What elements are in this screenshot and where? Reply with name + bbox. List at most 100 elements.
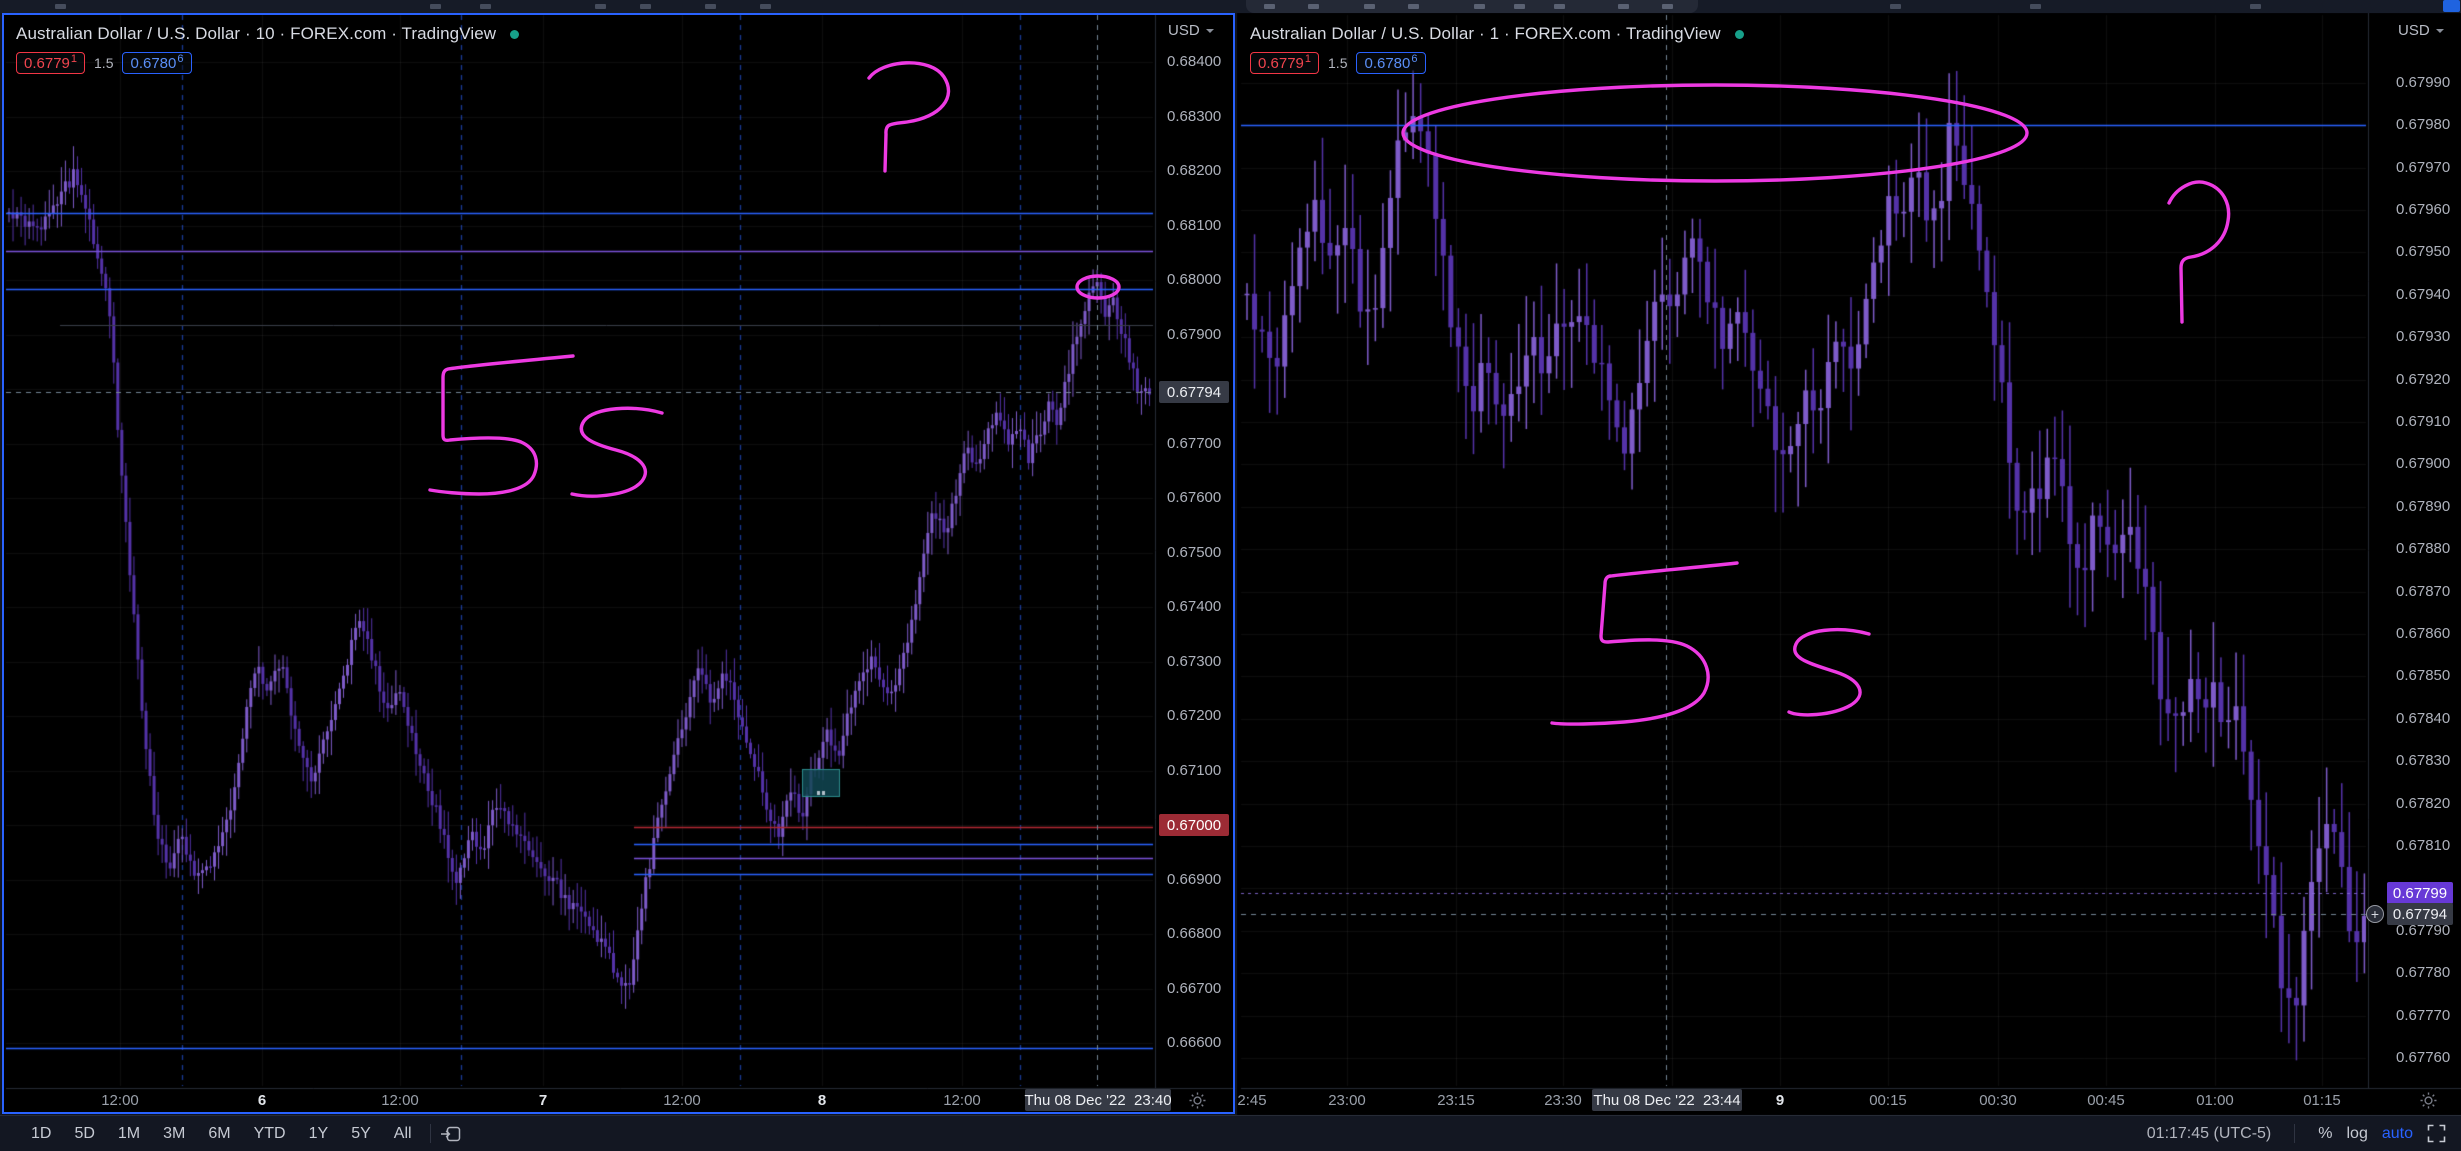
range-button-1m[interactable]: 1M bbox=[117, 1124, 141, 1142]
range-button-1d[interactable]: 1D bbox=[31, 1124, 52, 1142]
time-tick-label: 6 bbox=[257, 1092, 267, 1109]
clipped-drawing-toolbar bbox=[1246, 0, 1698, 13]
add-alert-plus-icon[interactable]: + bbox=[2366, 905, 2384, 923]
bid-price: 0.6779 bbox=[1258, 54, 1304, 72]
time-tick-label: 23:15 bbox=[1437, 1092, 1475, 1109]
clipped-toolbar-icon bbox=[2250, 4, 2261, 9]
spread-value: 1.5 bbox=[1328, 55, 1348, 71]
crosshair-time-badge: Thu 08 Dec '22 23:40 bbox=[1024, 1089, 1172, 1111]
time-tick-label: 12:00 bbox=[663, 1092, 701, 1109]
range-button-1y[interactable]: 1Y bbox=[308, 1124, 329, 1142]
toolbar-divider bbox=[2294, 1124, 2296, 1143]
toolbar-divider bbox=[429, 1124, 431, 1143]
price-tick-label: 0.68400 bbox=[1167, 53, 1222, 70]
price-tick-label: 0.67100 bbox=[1167, 761, 1222, 779]
time-tick-label: 12:00 bbox=[101, 1092, 139, 1109]
clipped-tool-icon bbox=[1364, 4, 1375, 9]
left-chart-header: Australian Dollar / U.S. Dollar · 10 · F… bbox=[16, 24, 520, 74]
price-tick-label: 0.66600 bbox=[1167, 1034, 1222, 1051]
price-tick-label: 0.66900 bbox=[1167, 870, 1222, 888]
price-tick-label: 0.68300 bbox=[1167, 107, 1222, 125]
range-button-all[interactable]: All bbox=[393, 1124, 412, 1142]
last-price-badge: 0.67799 bbox=[2387, 882, 2453, 904]
price-tick-label: 0.67300 bbox=[1167, 652, 1222, 670]
price-tick-label: 0.68100 bbox=[1167, 216, 1222, 234]
range-button-6m[interactable]: 6M bbox=[208, 1124, 231, 1142]
clipped-toolbar-icon bbox=[2030, 4, 2041, 9]
range-button-3m[interactable]: 3M bbox=[163, 1124, 186, 1142]
price-tick-label: 0.67900 bbox=[1167, 325, 1222, 343]
price-tick-label: 0.67970 bbox=[2396, 158, 2451, 176]
range-button-5y[interactable]: 5Y bbox=[351, 1124, 371, 1142]
clipped-tool-icon bbox=[1408, 4, 1419, 9]
ask-price: 0.6780 bbox=[130, 54, 177, 72]
auto-scale-button[interactable]: auto bbox=[2381, 1124, 2413, 1142]
time-tick-label: 12:00 bbox=[381, 1092, 419, 1109]
range-button-5d[interactable]: 5D bbox=[74, 1124, 95, 1142]
range-button-ytd[interactable]: YTD bbox=[253, 1124, 286, 1142]
price-tick-label: 0.68000 bbox=[1167, 271, 1222, 288]
price-tick-label: 0.66800 bbox=[1167, 925, 1222, 942]
clipped-toolbar-icon bbox=[430, 4, 441, 9]
time-tick-label: 01:00 bbox=[2196, 1092, 2234, 1109]
price-tick-label: 0.67830 bbox=[2396, 752, 2451, 770]
currency-menu-left[interactable]: USD bbox=[1168, 22, 1214, 39]
price-tick-label: 0.67940 bbox=[2396, 285, 2451, 303]
price-tick-label: 0.67880 bbox=[2396, 540, 2451, 558]
spread-value: 1.5 bbox=[94, 55, 114, 71]
price-tick-label: 0.67760 bbox=[2396, 1049, 2451, 1066]
price-tick-label: 0.67990 bbox=[2396, 73, 2451, 91]
chevron-down-icon bbox=[1205, 28, 1214, 33]
price-tick-label: 0.67500 bbox=[1167, 543, 1222, 561]
clipped-toolbar-icon bbox=[55, 4, 66, 9]
bid-price-badge[interactable]: 0.6779 1 bbox=[16, 52, 86, 74]
clipped-tool-icon bbox=[1554, 4, 1565, 9]
clipped-button[interactable] bbox=[2443, 0, 2460, 12]
clipped-tool-icon bbox=[1474, 4, 1485, 9]
time-tick-label: 00:30 bbox=[1979, 1092, 2017, 1109]
time-axis-settings-sun-icon[interactable] bbox=[1188, 1091, 1207, 1115]
clock-display[interactable]: 01:17:45 (UTC-5) bbox=[2146, 1124, 2272, 1142]
log-scale-button[interactable]: log bbox=[2346, 1124, 2368, 1142]
ask-price: 0.6780 bbox=[1364, 54, 1411, 72]
chevron-down-icon bbox=[2435, 28, 2444, 33]
crosshair-time-badge: Thu 08 Dec '22 23:44 bbox=[1592, 1089, 1742, 1111]
time-tick-label: 12:00 bbox=[943, 1092, 981, 1109]
price-tick-label: 0.67200 bbox=[1167, 707, 1222, 724]
price-tick-label: 0.67930 bbox=[2396, 328, 2451, 346]
price-line-badge: 0.67000 bbox=[1159, 814, 1229, 836]
price-tick-label: 0.67910 bbox=[2396, 413, 2451, 430]
price-tick-label: 0.67770 bbox=[2396, 1006, 2451, 1024]
bid-price-badge[interactable]: 0.6779 1 bbox=[1250, 52, 1320, 74]
chart-title[interactable]: Australian Dollar / U.S. Dollar · 1 · FO… bbox=[1250, 24, 1721, 43]
ask-price-badge[interactable]: 0.6780 6 bbox=[122, 52, 192, 74]
price-tick-label: 0.66700 bbox=[1167, 979, 1222, 997]
price-tick-label: 0.67820 bbox=[2396, 794, 2451, 812]
time-tick-label: 7 bbox=[538, 1092, 548, 1109]
market-open-dot bbox=[1734, 29, 1744, 39]
time-axis-settings-sun-icon[interactable] bbox=[2419, 1091, 2438, 1115]
go-to-date-button[interactable] bbox=[440, 1125, 462, 1143]
price-tick-label: 0.67900 bbox=[2396, 455, 2451, 473]
ask-price-sup: 6 bbox=[177, 53, 184, 65]
clipped-tool-icon bbox=[1662, 4, 1673, 9]
time-tick-label: 9 bbox=[1775, 1092, 1785, 1109]
bottom-toolbar-right: 01:17:45 (UTC-5) % log auto bbox=[2147, 1124, 2446, 1143]
percent-scale-button[interactable]: % bbox=[2318, 1124, 2333, 1142]
clipped-toolbar-icon bbox=[760, 4, 771, 9]
price-tick-label: 0.67850 bbox=[2396, 667, 2451, 685]
price-tick-label: 0.67700 bbox=[1167, 434, 1222, 452]
ask-price-badge[interactable]: 0.6780 6 bbox=[1356, 52, 1426, 74]
fullscreen-icon[interactable] bbox=[2427, 1124, 2446, 1143]
clipped-tool-icon bbox=[1618, 4, 1629, 9]
time-tick-label: 8 bbox=[817, 1092, 827, 1109]
bid-price: 0.6779 bbox=[24, 54, 70, 72]
chart-title[interactable]: Australian Dollar / U.S. Dollar · 10 · F… bbox=[16, 24, 497, 43]
currency-menu-right[interactable]: USD bbox=[2398, 22, 2444, 39]
price-tick-label: 0.67400 bbox=[1167, 598, 1222, 615]
clipped-tool-icon bbox=[1264, 4, 1275, 9]
price-tick-label: 0.67780 bbox=[2396, 964, 2451, 982]
clipped-top-toolbar bbox=[0, 0, 2461, 13]
